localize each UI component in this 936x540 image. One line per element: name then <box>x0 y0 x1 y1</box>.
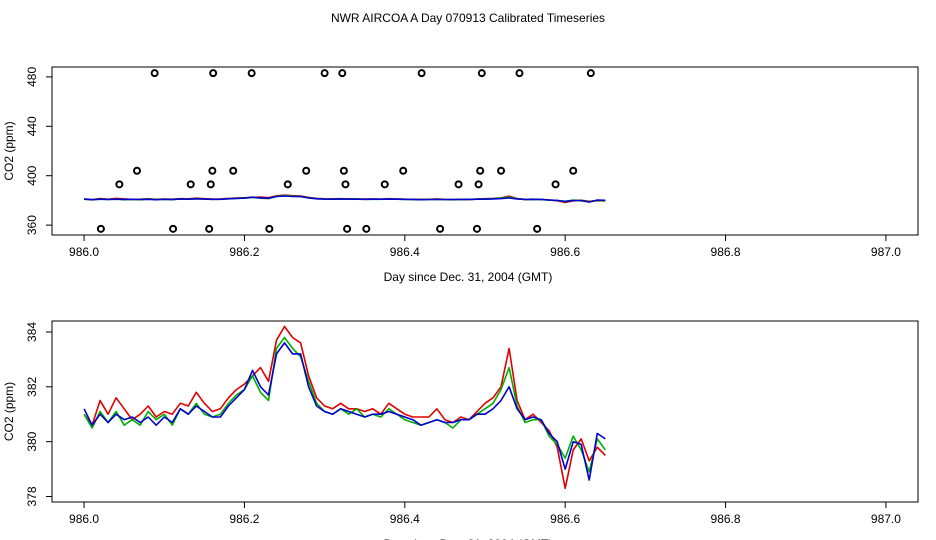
y-axis-label: CO2 (ppm) <box>2 382 16 441</box>
calibration-marker <box>533 224 542 233</box>
calibration-marker <box>477 69 486 78</box>
series-line-3 <box>83 342 606 481</box>
x-tick-label: 986.2 <box>229 512 259 526</box>
y-axis-label: CO2 (ppm) <box>2 121 16 180</box>
series-line-3 <box>84 195 606 203</box>
y-tick-label: 360 <box>25 215 39 235</box>
calibration-marker <box>265 224 274 233</box>
calibration-marker <box>247 69 256 78</box>
calibration-marker <box>399 166 408 175</box>
calibration-marker <box>380 180 389 189</box>
x-axis-label: Day since Dec. 31, 2004 (GMT) <box>384 270 553 284</box>
calibration-marker <box>472 224 481 233</box>
plot-frame <box>51 66 919 236</box>
calibration-marker <box>551 180 560 189</box>
calibration-marker <box>339 166 348 175</box>
calibration-marker <box>586 69 595 78</box>
panel-bottom: 986.0 986.2 986.4 986.6 986.8 987.0 378 380 382 3… <box>2 320 919 540</box>
calibration-marker <box>208 166 217 175</box>
calibration-marker <box>474 180 483 189</box>
x-tick-label: 986.2 <box>229 245 259 259</box>
x-tick-label: 986.6 <box>550 512 580 526</box>
calibration-marker <box>302 166 311 175</box>
calibration-marker <box>320 69 329 78</box>
calibration-marker <box>341 180 350 189</box>
y-tick-label: 440 <box>25 116 39 136</box>
calibration-marker <box>338 69 347 78</box>
x-tick-label: 987.0 <box>871 512 901 526</box>
series-line-1 <box>83 325 606 490</box>
x-tick-label: 986.0 <box>69 245 99 259</box>
calibration-marker <box>205 224 214 233</box>
calibration-marker <box>229 166 238 175</box>
x-tick-label: 986.6 <box>550 245 580 259</box>
x-tick-label: 986.4 <box>390 512 420 526</box>
calibration-marker <box>115 180 124 189</box>
x-tick-label: 986.0 <box>69 512 99 526</box>
calibration-marker <box>132 166 141 175</box>
x-tick-label: 986.8 <box>711 512 741 526</box>
x-tick-label: 986.8 <box>711 245 741 259</box>
calibration-marker <box>206 180 215 189</box>
y-tick-label: 480 <box>25 67 39 87</box>
calibration-marker <box>209 69 218 78</box>
calibration-marker <box>169 224 178 233</box>
calibration-marker <box>417 69 426 78</box>
calibration-marker <box>476 166 485 175</box>
x-axis-label: Day since Dec. 31, 2004 (GMT) <box>384 537 553 540</box>
plot-area <box>83 325 606 490</box>
y-tick-label: 384 <box>25 322 39 342</box>
calibration-marker <box>497 166 506 175</box>
calibration-marker <box>569 166 578 175</box>
calibration-marker <box>515 69 524 78</box>
y-tick-label: 380 <box>25 431 39 451</box>
series-line-2 <box>83 336 606 473</box>
calibration-marker <box>436 224 445 233</box>
calibration-marker <box>186 180 195 189</box>
calibration-marker <box>283 180 292 189</box>
panel-top: 986.0 986.2 986.4 986.6 986.8 987.0 360 400 440 4… <box>2 66 919 284</box>
x-tick-label: 987.0 <box>871 245 901 259</box>
calibration-marker <box>454 180 463 189</box>
chart-title: NWR AIRCOA A Day 070913 Calibrated Times… <box>331 11 605 25</box>
plot-frame <box>51 320 919 503</box>
calibration-marker <box>150 69 159 78</box>
y-tick-label: 382 <box>25 376 39 396</box>
y-tick-label: 378 <box>25 486 39 506</box>
y-tick-label: 400 <box>25 165 39 185</box>
calibration-marker <box>343 224 352 233</box>
plot-area <box>84 69 606 233</box>
calibration-marker <box>96 224 105 233</box>
x-tick-label: 986.4 <box>390 245 420 259</box>
calibration-marker <box>362 224 371 233</box>
